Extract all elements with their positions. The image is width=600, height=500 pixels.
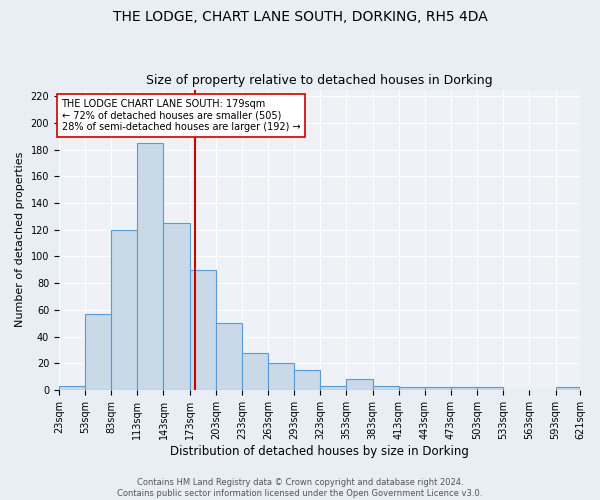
Bar [477,388,503,390]
Bar [399,388,425,390]
Bar [242,352,268,390]
Bar [268,364,294,390]
Bar [137,143,163,390]
Bar [59,386,85,390]
Bar [346,380,373,390]
Text: THE LODGE, CHART LANE SOUTH, DORKING, RH5 4DA: THE LODGE, CHART LANE SOUTH, DORKING, RH… [113,10,487,24]
Bar [111,230,137,390]
Title: Size of property relative to detached houses in Dorking: Size of property relative to detached ho… [146,74,493,87]
X-axis label: Distribution of detached houses by size in Dorking: Distribution of detached houses by size … [170,444,469,458]
Bar [320,386,346,390]
Bar [85,314,111,390]
Bar [556,388,580,390]
Y-axis label: Number of detached properties: Number of detached properties [15,152,25,328]
Bar [190,270,216,390]
Bar [216,323,242,390]
Text: THE LODGE CHART LANE SOUTH: 179sqm
← 72% of detached houses are smaller (505)
28: THE LODGE CHART LANE SOUTH: 179sqm ← 72%… [62,99,300,132]
Bar [425,388,451,390]
Bar [294,370,320,390]
Text: Contains HM Land Registry data © Crown copyright and database right 2024.
Contai: Contains HM Land Registry data © Crown c… [118,478,482,498]
Bar [373,386,399,390]
Bar [451,388,477,390]
Bar [163,223,190,390]
